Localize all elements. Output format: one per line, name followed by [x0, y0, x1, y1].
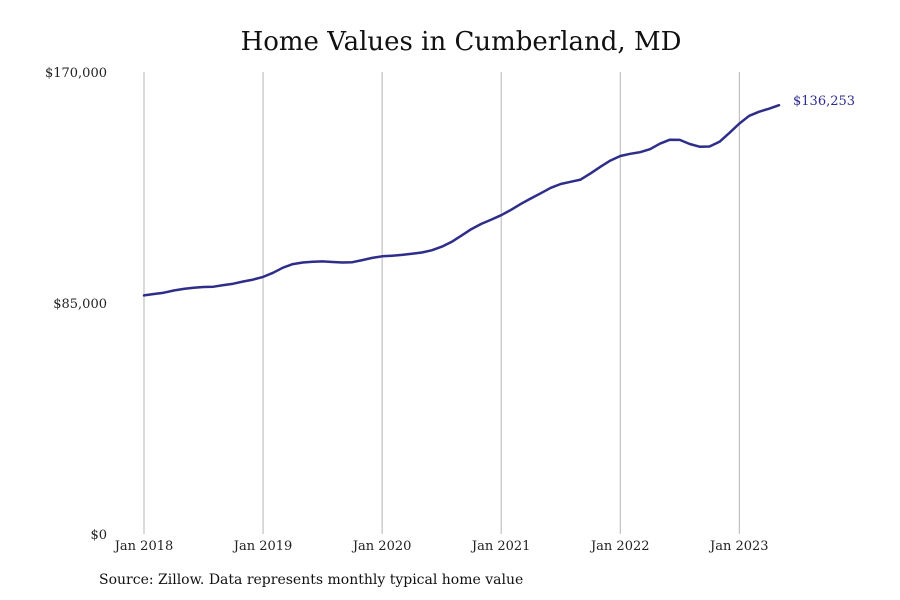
x-tick-label: Jan 2021: [470, 539, 531, 554]
series-group: $136,253: [142, 94, 855, 297]
series-line: [142, 103, 781, 297]
x-tick-label: Jan 2019: [232, 539, 293, 554]
y-tick-label: $170,000: [45, 66, 107, 81]
y-axis: $0 $85,000 $170,000: [45, 66, 107, 543]
x-tick-label: Jan 2023: [708, 539, 769, 554]
x-axis: Jan 2018 Jan 2019 Jan 2020 Jan 2021 Jan 2022…: [113, 539, 769, 554]
y-tick-label: $0: [90, 528, 107, 543]
grid-lines: [143, 72, 740, 534]
chart-title: Home Values in Cumberland, MD: [240, 27, 682, 57]
x-tick-label: Jan 2018: [113, 539, 174, 554]
x-tick-label: Jan 2020: [351, 539, 412, 554]
end-value-label: $136,253: [793, 94, 855, 109]
y-tick-label: $85,000: [53, 297, 107, 312]
x-tick-label: Jan 2022: [589, 539, 650, 554]
source-note: Source: Zillow. Data represents monthly …: [99, 572, 524, 588]
